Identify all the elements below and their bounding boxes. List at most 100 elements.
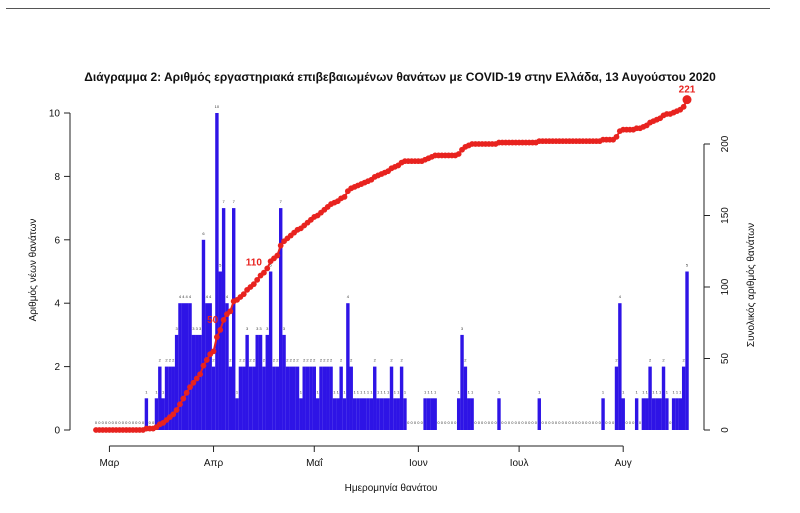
bar xyxy=(289,366,293,430)
cumulative-point xyxy=(264,265,271,272)
bar-label: 0 xyxy=(474,420,477,425)
bar-label: 0 xyxy=(525,420,528,425)
bar-label: 5 xyxy=(686,263,689,268)
bar-label: 0 xyxy=(152,420,155,425)
bar xyxy=(356,398,360,430)
bar-label: 2 xyxy=(330,358,333,363)
bar-label: 0 xyxy=(605,420,608,425)
bar-label: 1 xyxy=(672,389,675,394)
bar-label: 1 xyxy=(364,389,367,394)
bar xyxy=(228,366,233,430)
bar xyxy=(232,208,236,430)
bar-label: 0 xyxy=(494,420,497,425)
bar xyxy=(645,398,649,430)
bar-label: 0 xyxy=(518,420,521,425)
bar-label: 10 xyxy=(215,104,220,109)
bar xyxy=(433,398,437,430)
y-right-tick-label: 200 xyxy=(720,135,731,152)
bar-label: 1 xyxy=(431,389,434,394)
bar-label: 0 xyxy=(417,420,420,425)
bar-label: 2 xyxy=(169,358,172,363)
bar-label: 0 xyxy=(478,420,481,425)
bar-label: 4 xyxy=(226,294,229,299)
bar xyxy=(386,398,390,430)
bar xyxy=(258,334,263,430)
bar xyxy=(634,398,639,430)
bar xyxy=(346,303,350,430)
bar-label: 0 xyxy=(589,420,592,425)
bar-label: 0 xyxy=(139,420,142,425)
bar-label: 7 xyxy=(280,199,283,204)
bar-label: 0 xyxy=(568,420,571,425)
bar-label: 1 xyxy=(145,389,148,394)
bar xyxy=(171,366,175,430)
bar xyxy=(181,303,186,430)
bar-label: 3 xyxy=(175,326,178,331)
x-axis-label: Ημερομηνία θανάτου xyxy=(345,482,438,494)
bar-label: 0 xyxy=(528,420,531,425)
y-tick-label: 0 xyxy=(54,426,60,437)
bar-label: 0 xyxy=(108,420,111,425)
bar xyxy=(154,398,159,430)
bar-label: 1 xyxy=(397,389,400,394)
bar-label: 1 xyxy=(471,389,474,394)
bar-label: 6 xyxy=(202,231,205,236)
bar xyxy=(225,303,229,430)
bar-label: 1 xyxy=(622,389,625,394)
bar-label: 1 xyxy=(538,389,541,394)
bar xyxy=(242,366,246,430)
header-rule xyxy=(6,8,770,9)
bar-label: 0 xyxy=(118,420,121,425)
bar xyxy=(383,398,387,430)
bar-label: 1 xyxy=(236,389,239,394)
bar-label: 0 xyxy=(414,420,417,425)
bar-label: 4 xyxy=(619,294,622,299)
bar xyxy=(366,398,370,430)
bar-label: 0 xyxy=(505,420,508,425)
bar xyxy=(648,366,652,430)
bar-label: 0 xyxy=(501,420,504,425)
bar-label: 1 xyxy=(458,389,461,394)
bar-label: 2 xyxy=(310,358,313,363)
bar-label: 1 xyxy=(357,389,360,394)
bar-label: 4 xyxy=(209,294,212,299)
bar-label: 0 xyxy=(421,420,424,425)
bar-label: 0 xyxy=(575,420,578,425)
y-tick-label: 8 xyxy=(54,172,60,183)
bar-label: 1 xyxy=(646,389,649,394)
bar xyxy=(430,398,434,430)
bar-label: 1 xyxy=(666,389,669,394)
bar-label: 3 xyxy=(246,326,249,331)
bar-label: 0 xyxy=(639,420,642,425)
cumulative-annotation: 221 xyxy=(679,85,696,96)
bar-label: 0 xyxy=(481,420,484,425)
bar xyxy=(359,398,364,430)
bar-label: 1 xyxy=(659,389,662,394)
y-tick-label: 6 xyxy=(54,235,60,246)
bar xyxy=(312,366,316,430)
bar xyxy=(651,398,656,430)
cumulative-point xyxy=(187,384,193,390)
bar-label: 0 xyxy=(515,420,518,425)
bar-label: 2 xyxy=(306,358,309,363)
bar-label: 0 xyxy=(595,420,598,425)
bar-label: 7 xyxy=(222,199,225,204)
bar xyxy=(215,113,219,430)
bar xyxy=(195,334,199,430)
bar xyxy=(144,398,149,430)
cumulative-point xyxy=(177,401,183,408)
bar xyxy=(329,366,333,430)
bar-label: 2 xyxy=(313,358,316,363)
bar xyxy=(467,398,471,430)
bar-label: 2 xyxy=(303,358,306,363)
bar-label: 0 xyxy=(592,420,595,425)
bar xyxy=(238,366,243,430)
bar xyxy=(362,398,367,430)
bar-label: 0 xyxy=(585,420,588,425)
bar xyxy=(641,398,646,430)
bar xyxy=(282,334,286,430)
cumulative-point xyxy=(220,316,227,323)
bar xyxy=(268,271,273,430)
bar-label: 3 xyxy=(266,326,269,331)
bar xyxy=(681,366,686,430)
